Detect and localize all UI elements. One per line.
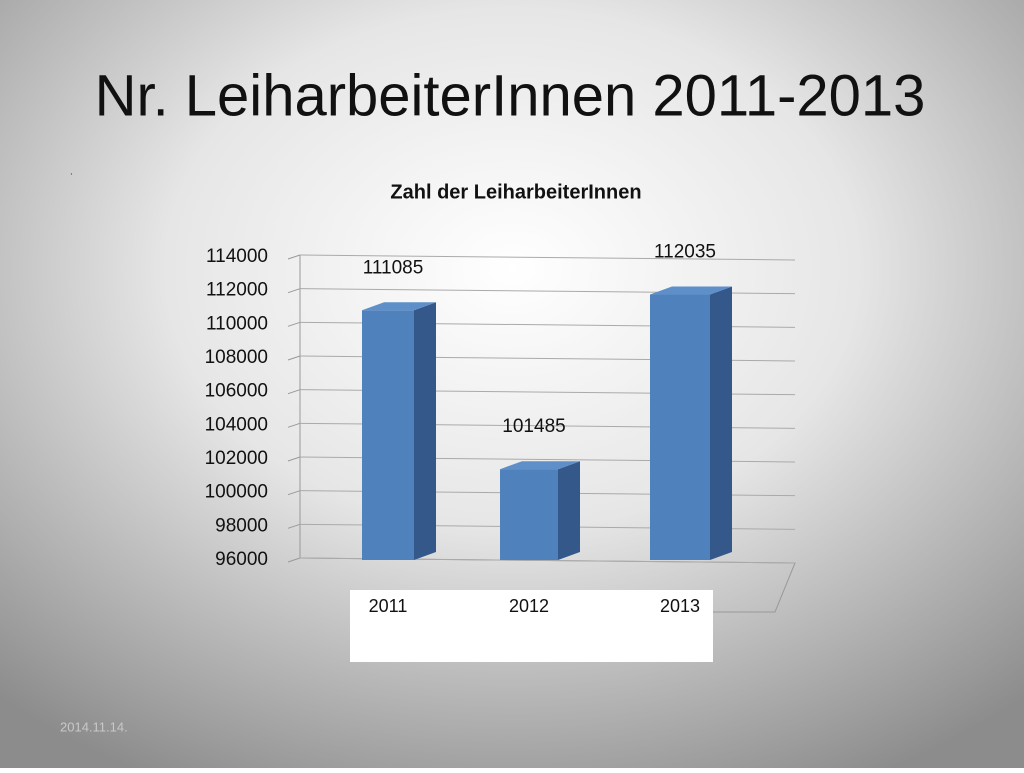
- bar: [362, 310, 414, 560]
- data-label: 111085: [363, 257, 424, 278]
- y-tick-label: 104000: [205, 414, 268, 435]
- slide-title: Nr. LeiharbeiterInnen 2011-2013: [95, 63, 926, 128]
- chart-title: Zahl der LeiharbeiterInnen: [390, 181, 641, 203]
- tick-mark: [287, 355, 301, 361]
- bar-side: [710, 286, 732, 560]
- y-tick-label: 114000: [206, 246, 268, 267]
- tick-mark: [287, 321, 301, 327]
- bar-side: [558, 461, 580, 560]
- bar: [650, 294, 710, 560]
- tick-mark: [287, 389, 301, 395]
- tick-mark: [287, 490, 301, 496]
- bar: [500, 469, 558, 560]
- bar-top: [650, 286, 732, 295]
- y-tick-label: 96000: [215, 549, 268, 570]
- y-tick-label: 112000: [206, 280, 268, 301]
- data-label: 112035: [654, 242, 716, 263]
- y-tick-label: 108000: [205, 347, 268, 368]
- bar-side: [414, 302, 436, 560]
- y-tick-label: 98000: [215, 515, 268, 536]
- tick-mark: [287, 456, 301, 462]
- y-tick-label: 102000: [205, 448, 268, 469]
- bar-top: [362, 302, 436, 311]
- x-tick-label: 2011: [369, 596, 408, 616]
- x-tick-label: 2013: [660, 596, 700, 616]
- y-tick-label: 110000: [206, 313, 268, 334]
- grid-line: [299, 254, 796, 261]
- note: .: [70, 167, 73, 178]
- tick-mark: [287, 254, 301, 260]
- y-tick-label: 100000: [205, 482, 268, 503]
- x-tick-label: 2012: [509, 596, 549, 616]
- tick-mark: [287, 288, 301, 294]
- bar-top: [500, 461, 580, 470]
- tick-mark: [287, 557, 301, 563]
- footer-date: 2014.11.14.: [60, 719, 128, 734]
- y-tick-label: 106000: [205, 381, 268, 402]
- floor-label-area: [350, 590, 713, 662]
- tick-mark: [287, 422, 301, 428]
- data-label: 101485: [502, 416, 565, 437]
- tick-mark: [287, 523, 301, 529]
